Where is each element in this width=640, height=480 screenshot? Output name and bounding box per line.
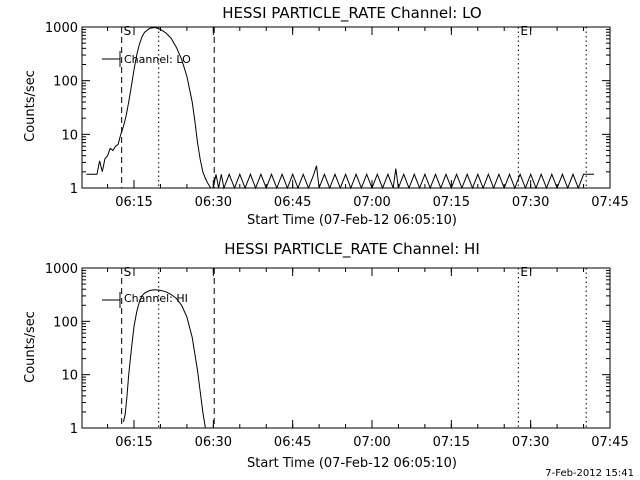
hi-chart-title: HESSI PARTICLE_RATE Channel: HI <box>224 240 480 259</box>
hi-marker-label: E <box>520 265 528 279</box>
lo-y-tick-label: 1 <box>70 182 78 197</box>
hi-x-axis-label: Start Time (07-Feb-12 06:05:10) <box>247 456 457 471</box>
lo-y-tick-label: 100 <box>53 75 78 90</box>
lo-x-tick-label: 07:15 <box>433 195 470 210</box>
lo-x-tick-label: 06:15 <box>115 195 152 210</box>
hi-x-tick-label: 07:15 <box>433 435 470 450</box>
hi-y-tick-label: 100 <box>53 315 78 330</box>
lo-channel-panel: HESSI PARTICLE_RATE Channel: LO Counts/s… <box>23 4 629 228</box>
hi-y-tick-label: 1000 <box>45 262 78 277</box>
lo-series-line <box>86 26 595 190</box>
lo-y-tick-label: 10 <box>61 128 78 143</box>
hi-y-axis-label: Counts/sec <box>23 311 38 383</box>
hi-y-tick-label: 1 <box>70 422 78 437</box>
lo-legend-label: Channel: LO <box>124 53 191 66</box>
hi-x-tick-label: 06:15 <box>115 435 152 450</box>
lo-x-tick-label: 07:45 <box>591 195 628 210</box>
lo-x-tick-label: 06:30 <box>195 195 232 210</box>
lo-chart-title: HESSI PARTICLE_RATE Channel: LO <box>222 4 481 23</box>
hi-channel-panel: HESSI PARTICLE_RATE Channel: HI Counts/s… <box>23 240 629 471</box>
lo-x-axis-label: Start Time (07-Feb-12 06:05:10) <box>247 213 457 228</box>
hi-x-tick-label: 07:30 <box>512 435 549 450</box>
lo-y-axis-label: Counts/sec <box>23 70 38 142</box>
lo-y-tick-label: 1000 <box>45 21 78 36</box>
hi-x-tick-label: 07:00 <box>353 435 390 450</box>
hi-y-tick-label: 10 <box>61 369 78 384</box>
hi-series-line <box>122 289 206 429</box>
footer-date: 7-Feb-2012 15:41 <box>545 468 634 479</box>
lo-marker-label: S <box>124 24 132 38</box>
hi-x-tick-label: 06:45 <box>274 435 311 450</box>
hi-marker-label: S <box>124 265 132 279</box>
lo-x-tick-label: 07:00 <box>353 195 390 210</box>
hi-x-tick-label: 06:30 <box>195 435 232 450</box>
hi-x-tick-label: 07:45 <box>591 435 628 450</box>
lo-marker-label: E <box>520 24 528 38</box>
lo-x-tick-label: 06:45 <box>274 195 311 210</box>
lo-x-tick-label: 07:30 <box>512 195 549 210</box>
hi-legend-label: Channel: HI <box>124 292 188 305</box>
